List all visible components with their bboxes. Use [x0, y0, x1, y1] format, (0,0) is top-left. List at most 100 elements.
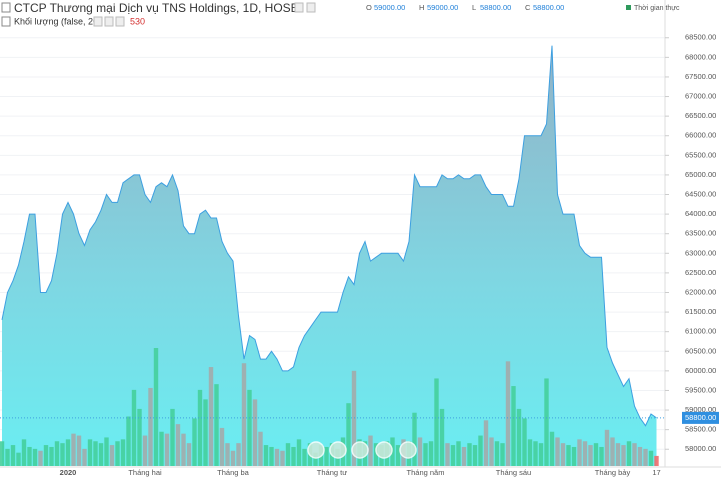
volume-bar	[263, 445, 269, 466]
volume-title: Khối lượng (false, 20)	[14, 16, 101, 26]
volume-bar	[142, 435, 148, 466]
volume-bar	[450, 445, 456, 466]
ohlc-key: H	[419, 3, 424, 12]
volume-bar	[373, 443, 379, 466]
x-tick-label: Tháng hai	[128, 468, 162, 477]
y-tick-label: 63000.00	[685, 248, 716, 257]
volume-bar	[549, 431, 555, 466]
collapse-icon[interactable]	[1, 16, 11, 27]
price-area	[2, 45, 657, 466]
x-tick-label: 17	[652, 468, 660, 477]
y-tick-label: 67000.00	[685, 92, 716, 101]
price-axis: 58000.00 58500.00 59000.00 59500.00 60000.00…	[665, 33, 719, 453]
volume-bar	[27, 446, 32, 466]
volume-bar	[247, 389, 252, 466]
x-tick-label: Tháng sáu	[496, 468, 531, 477]
volume-bar	[236, 443, 241, 466]
y-tick-label: 68000.00	[685, 52, 716, 61]
nav-button[interactable]	[307, 441, 325, 459]
volume-bar	[109, 445, 115, 466]
header-button[interactable]	[115, 16, 125, 27]
volume-bar	[494, 441, 500, 466]
volume-bar	[302, 448, 307, 466]
last-price-label: 58800.00	[685, 413, 716, 422]
volume-bar	[203, 399, 208, 466]
y-tick-label: 63500.00	[685, 229, 716, 238]
volume-bar	[153, 348, 159, 466]
y-tick-label: 65500.00	[685, 150, 716, 159]
volume-bar	[120, 439, 126, 466]
last-price-tag	[682, 411, 719, 424]
volume-bar	[632, 443, 637, 466]
volume-bar	[274, 448, 280, 466]
volume-bar	[439, 408, 445, 466]
volume-bar	[610, 437, 615, 466]
status-dot	[626, 5, 631, 10]
x-tick-label: Tháng tư	[317, 468, 347, 477]
volume-bar	[604, 429, 610, 466]
volume-bar	[346, 403, 351, 466]
volume-bar	[38, 450, 43, 466]
volume-bar	[10, 445, 16, 466]
header-button[interactable]	[104, 16, 114, 27]
volume-bar	[43, 445, 49, 466]
ohlc-legend: O 59000.00 H 59000.00 L 58800.00 C 58800.00	[366, 3, 564, 12]
volume-bar	[654, 455, 659, 466]
header-button[interactable]	[294, 2, 304, 13]
header-button[interactable]	[306, 2, 316, 13]
volume-bar	[181, 433, 186, 466]
nav-button[interactable]	[375, 441, 393, 459]
ohlc-value: 58800.00	[480, 3, 511, 12]
volume-bar	[186, 443, 192, 466]
volume-bar	[225, 443, 230, 466]
volume-bar	[87, 439, 93, 466]
volume-bar	[533, 441, 538, 466]
volume-bar	[615, 443, 621, 466]
volume-bar	[445, 443, 450, 466]
volume-bar	[351, 370, 357, 466]
x-tick-label: Tháng bảy	[595, 468, 631, 477]
volume-bar	[324, 446, 329, 466]
volume-bar	[219, 427, 225, 466]
volume-bar	[395, 445, 401, 466]
nav-button[interactable]	[351, 441, 369, 459]
y-tick-label: 62000.00	[685, 287, 716, 296]
volume-bar	[599, 446, 604, 466]
header-button[interactable]	[93, 16, 103, 27]
volume-bar	[588, 445, 593, 466]
volume-bar	[175, 424, 181, 466]
ohlc-key: O	[366, 3, 372, 12]
nav-button[interactable]	[329, 441, 347, 459]
volume-bar	[148, 387, 153, 466]
volume-bar	[313, 452, 318, 466]
nav-button[interactable]	[399, 441, 417, 459]
volume-bar	[489, 437, 494, 466]
volume-bar	[21, 439, 27, 466]
volume-bar	[461, 446, 467, 466]
volume-last: 530	[130, 16, 145, 26]
y-tick-label: 59000.00	[685, 405, 716, 414]
volume-bar	[0, 441, 5, 466]
volume-bar	[500, 443, 505, 466]
collapse-icon[interactable]	[1, 2, 11, 13]
plot	[0, 45, 665, 466]
volume-bar	[593, 443, 599, 466]
volume-bar	[170, 408, 175, 466]
volume-bar	[82, 448, 87, 466]
price-line	[1, 45, 657, 427]
volume-bar	[258, 431, 263, 466]
volume-bar	[522, 418, 527, 466]
volume-bar	[131, 389, 137, 466]
volume-bar	[241, 363, 247, 466]
volume-bar	[230, 450, 236, 466]
volume-bar	[368, 435, 373, 466]
y-tick-label: 58000.00	[685, 444, 716, 453]
volume-bar	[538, 443, 544, 466]
volume-bar	[280, 450, 285, 466]
volume-bar	[571, 446, 577, 466]
chart-title: CTCP Thương mại Dịch vụ TNS Holdings, 1D…	[14, 1, 299, 15]
volume-bar	[483, 420, 489, 466]
volume-bar	[412, 412, 417, 466]
volume-bar	[71, 433, 76, 466]
volume-bar	[566, 445, 571, 466]
